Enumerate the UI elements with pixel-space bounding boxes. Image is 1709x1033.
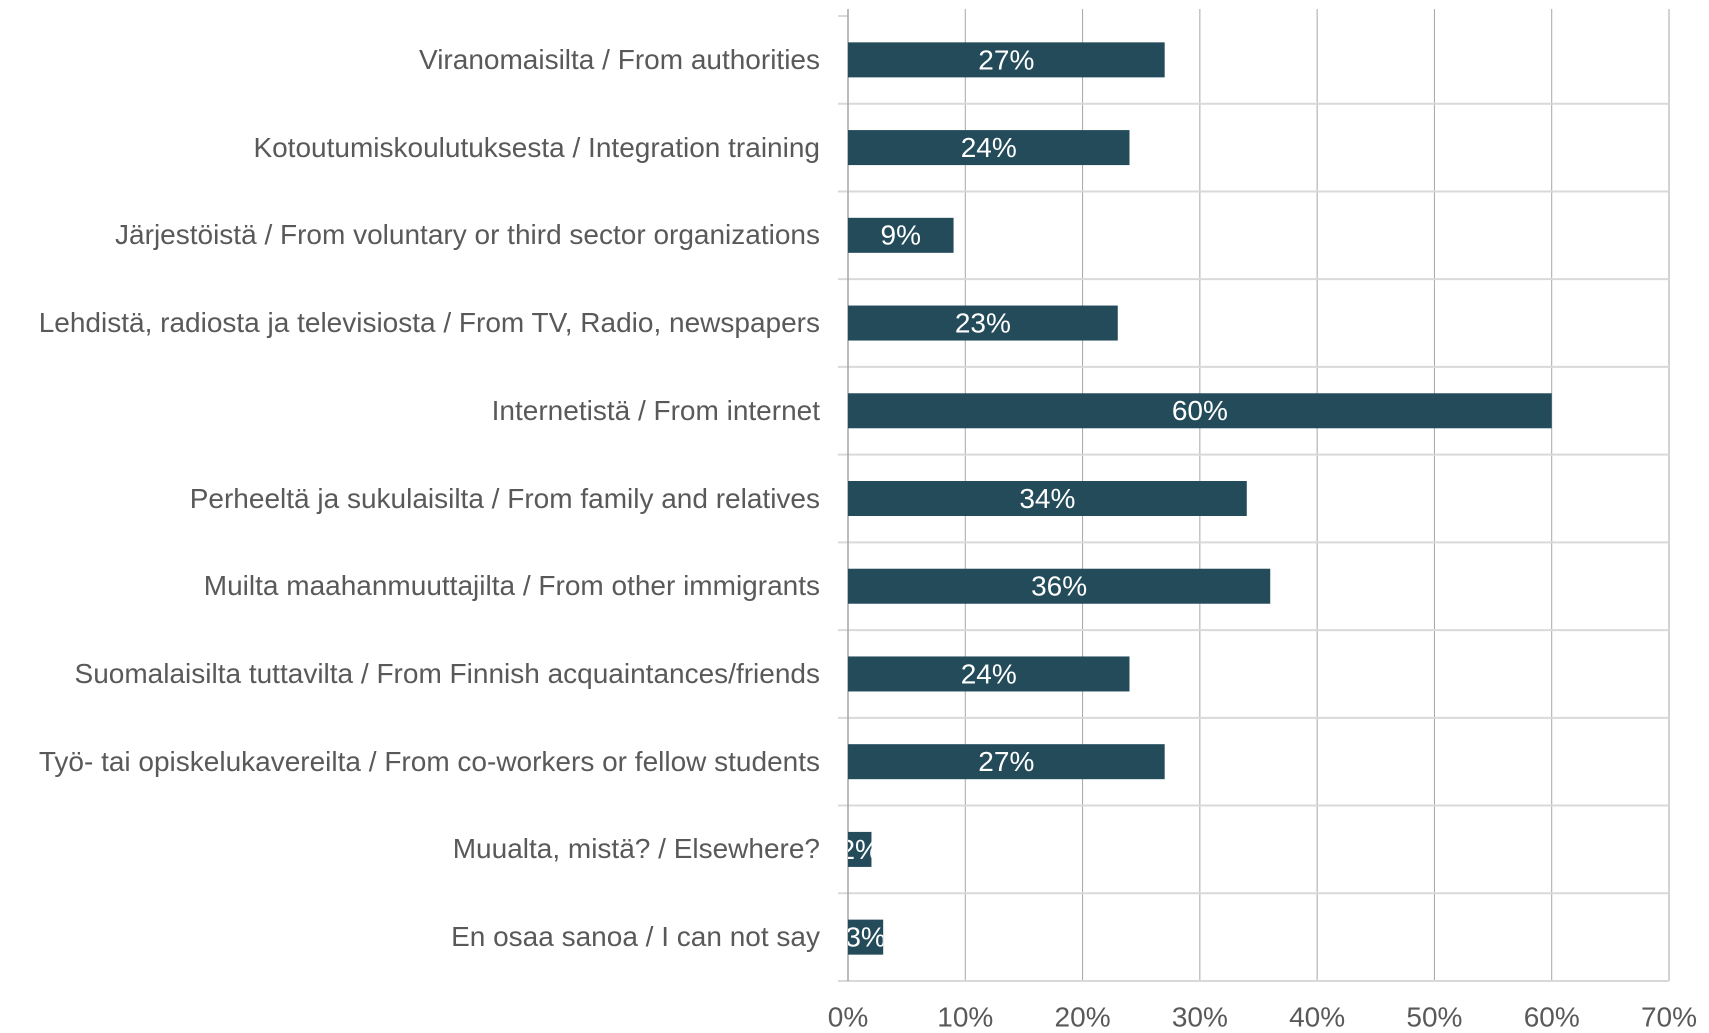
data-label: 2%: [839, 834, 879, 865]
y-tick-label-box: Internetistä / From internet: [5, 393, 820, 429]
x-tick-label: 70%: [1641, 1001, 1697, 1032]
bar: [848, 481, 1247, 516]
data-label: 24%: [961, 658, 1017, 689]
bar: [848, 568, 1271, 604]
y-tick-label-box: Muilta maahanmuuttajilta / From other im…: [5, 568, 820, 604]
data-label: 36%: [1031, 571, 1087, 602]
bar: [848, 919, 884, 955]
y-tick-label-box: Muualta, mistä? / Elsewhere?: [5, 831, 820, 867]
data-label: 27%: [978, 44, 1034, 75]
y-tick-label: Kotoutumiskoulutuksesta / Integration tr…: [253, 131, 820, 163]
y-tick-label: Viranomaisilta / From authorities: [419, 43, 820, 75]
y-tick-label: Järjestöistä / From voluntary or third s…: [115, 219, 820, 251]
bar: [848, 744, 1165, 780]
y-tick-label: Lehdistä, radiosta ja televisiosta / Fro…: [38, 307, 820, 339]
x-tick-label: 10%: [937, 1001, 993, 1032]
x-tick-label: 30%: [1172, 1001, 1228, 1032]
y-tick-label-box: Lehdistä, radiosta ja televisiosta / Fro…: [5, 305, 820, 341]
y-tick-label-box: Perheeltä ja sukulaisilta / From family …: [5, 481, 820, 517]
y-tick-label-box: Järjestöistä / From voluntary or third s…: [5, 217, 820, 253]
y-tick-label: Muualta, mistä? / Elsewhere?: [452, 833, 820, 865]
bar: [848, 305, 1118, 341]
y-tick-label: En osaa sanoa / I can not say: [451, 921, 820, 953]
data-label: 3%: [845, 922, 885, 953]
data-label: 9%: [881, 220, 921, 251]
bar: [848, 393, 1552, 429]
data-label: 24%: [961, 132, 1017, 163]
x-tick-label: 40%: [1289, 1001, 1345, 1032]
data-label: 27%: [978, 746, 1034, 777]
y-tick-label: Internetistä / From internet: [491, 394, 820, 426]
x-tick-label: 50%: [1406, 1001, 1462, 1032]
bar: [848, 130, 1130, 166]
x-tick-label: 0%: [828, 1001, 868, 1032]
bar: [848, 42, 1165, 78]
y-tick-label-box: Kotoutumiskoulutuksesta / Integration tr…: [5, 130, 820, 166]
bar: [848, 831, 872, 867]
data-label: 34%: [1019, 483, 1075, 514]
x-tick-label: 20%: [1055, 1001, 1111, 1032]
bar: [848, 217, 954, 253]
bar: [848, 656, 1130, 692]
y-tick-label-box: Suomalaisilta tuttavilta / From Finnish …: [5, 656, 820, 692]
y-tick-label: Perheeltä ja sukulaisilta / From family …: [189, 482, 820, 514]
y-tick-label-box: Viranomaisilta / From authorities: [5, 42, 820, 78]
data-label: 23%: [955, 307, 1011, 338]
x-tick-label: 60%: [1524, 1001, 1580, 1032]
y-tick-label: Suomalaisilta tuttavilta / From Finnish …: [74, 657, 820, 689]
data-label: 60%: [1172, 395, 1228, 426]
y-tick-label-box: En osaa sanoa / I can not say: [5, 919, 820, 955]
y-tick-label: Muilta maahanmuuttajilta / From other im…: [203, 570, 820, 602]
y-tick-label: Työ- tai opiskelukavereilta / From co-wo…: [38, 745, 820, 777]
y-tick-label-box: Työ- tai opiskelukavereilta / From co-wo…: [5, 744, 820, 780]
